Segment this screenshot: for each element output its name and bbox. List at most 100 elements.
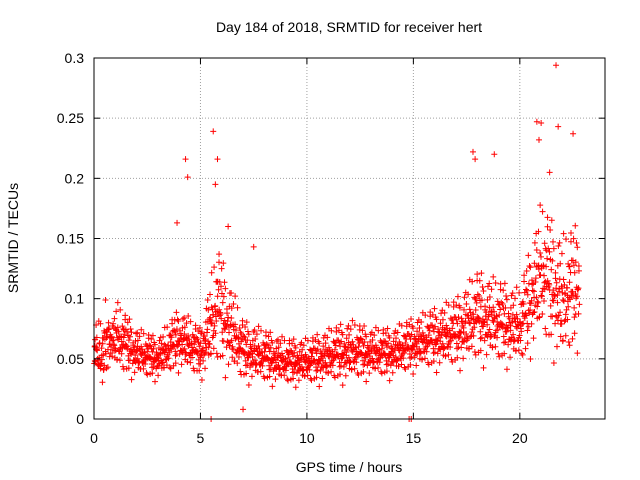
data-point (531, 308, 538, 315)
data-point (454, 354, 461, 361)
data-point (178, 332, 185, 339)
data-point (152, 378, 159, 385)
data-point (220, 260, 227, 267)
data-point (494, 334, 501, 341)
data-point (282, 367, 289, 374)
data-point (539, 310, 546, 317)
data-point (366, 370, 373, 377)
data-point (136, 333, 143, 340)
data-point (408, 347, 415, 354)
x-axis-label: GPS time / hours (296, 459, 403, 475)
data-point (192, 322, 199, 329)
data-point (537, 202, 544, 209)
data-point (433, 369, 440, 376)
data-point (547, 302, 554, 309)
data-point (502, 339, 509, 346)
data-point (435, 328, 442, 335)
data-point (93, 334, 100, 341)
data-point (500, 287, 507, 294)
data-point (503, 328, 510, 335)
data-point (97, 320, 104, 327)
data-point (407, 354, 414, 361)
data-point (549, 238, 556, 245)
data-point (134, 337, 141, 344)
x-tick-label: 20 (512, 430, 528, 446)
data-point (222, 326, 229, 333)
data-point (480, 287, 487, 294)
data-point (349, 317, 356, 324)
data-point (118, 350, 125, 357)
data-point (276, 365, 283, 372)
data-point (99, 340, 106, 347)
data-point (477, 328, 484, 335)
data-point (316, 340, 323, 347)
data-point (548, 217, 555, 224)
data-point (216, 259, 223, 266)
data-point (560, 296, 567, 303)
data-point (187, 318, 194, 325)
data-point (530, 309, 537, 316)
data-point (351, 322, 358, 329)
data-point (388, 348, 395, 355)
data-point (272, 359, 279, 366)
data-point (470, 311, 477, 318)
data-point (217, 283, 224, 290)
data-point (494, 298, 501, 305)
data-point (407, 361, 414, 368)
data-point (174, 219, 181, 226)
data-point (575, 267, 582, 274)
data-point (550, 297, 557, 304)
data-point (357, 335, 364, 342)
data-point (501, 350, 508, 357)
data-point (200, 345, 207, 352)
data-point (559, 337, 566, 344)
data-point (436, 359, 443, 366)
data-point (385, 340, 392, 347)
data-point (554, 292, 561, 299)
data-point (125, 337, 132, 344)
data-point (167, 338, 174, 345)
data-point (575, 310, 582, 317)
data-point (228, 314, 235, 321)
data-point (221, 317, 228, 324)
data-point (462, 318, 469, 325)
data-point (325, 369, 332, 376)
data-point (338, 338, 345, 345)
data-point (290, 353, 297, 360)
data-point (562, 332, 569, 339)
data-point (466, 319, 473, 326)
data-point (320, 343, 327, 350)
data-point (461, 294, 468, 301)
data-point (570, 262, 577, 269)
data-point (555, 312, 562, 319)
data-point (375, 364, 382, 371)
data-point (507, 327, 514, 334)
data-point (214, 156, 221, 163)
data-point (225, 361, 232, 368)
data-point (105, 319, 112, 326)
data-point (181, 345, 188, 352)
data-point (232, 327, 239, 334)
data-point (481, 337, 488, 344)
data-point (128, 329, 135, 336)
data-point (257, 368, 264, 375)
data-point (270, 350, 277, 357)
data-point (473, 299, 480, 306)
data-point (275, 362, 282, 369)
data-point (235, 335, 242, 342)
data-point (390, 352, 397, 359)
data-point (519, 351, 526, 358)
data-point (269, 383, 276, 390)
data-point (184, 358, 191, 365)
data-point (319, 375, 326, 382)
data-point (244, 328, 251, 335)
data-point (198, 329, 205, 336)
data-point (470, 332, 477, 339)
data-point (499, 321, 506, 328)
data-point (119, 323, 126, 330)
data-point (541, 272, 548, 279)
data-point (252, 336, 259, 343)
data-point (497, 280, 504, 287)
data-point (322, 359, 329, 366)
